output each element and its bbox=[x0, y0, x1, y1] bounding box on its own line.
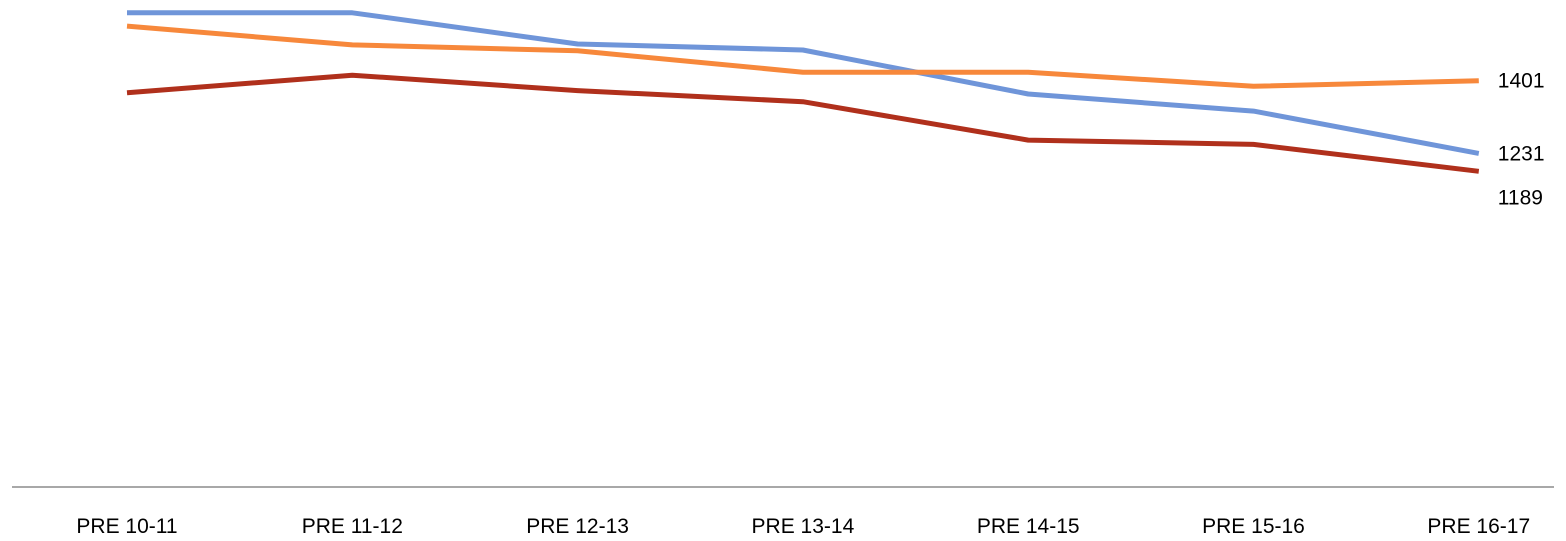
x-tick-label: PRE 16-17 bbox=[1427, 515, 1530, 538]
x-tick-labels: PRE 10-11 PRE 11-12 PRE 12-13 PRE 13-14 PRE … bbox=[76, 515, 1530, 538]
series-layer bbox=[126, 10, 1480, 174]
x-tick-label: PRE 10-11 bbox=[76, 515, 177, 538]
x-tick-label: PRE 11-12 bbox=[302, 515, 403, 538]
x-tick-label: PRE 12-13 bbox=[526, 515, 629, 538]
series-line-1 bbox=[126, 23, 1479, 89]
series-line-2 bbox=[126, 72, 1480, 174]
series-end-label-0: 1231 bbox=[1498, 142, 1545, 165]
x-tick-label: PRE 15-16 bbox=[1202, 515, 1305, 538]
series-end-label-1: 1401 bbox=[1498, 70, 1545, 93]
series-line-0 bbox=[127, 10, 1480, 156]
x-tick-label: PRE 13-14 bbox=[752, 515, 855, 538]
end-labels: 1401 1231 1189 bbox=[1498, 70, 1545, 210]
x-tick-label: PRE 14-15 bbox=[977, 515, 1080, 538]
series-end-label-2: 1189 bbox=[1498, 186, 1543, 209]
